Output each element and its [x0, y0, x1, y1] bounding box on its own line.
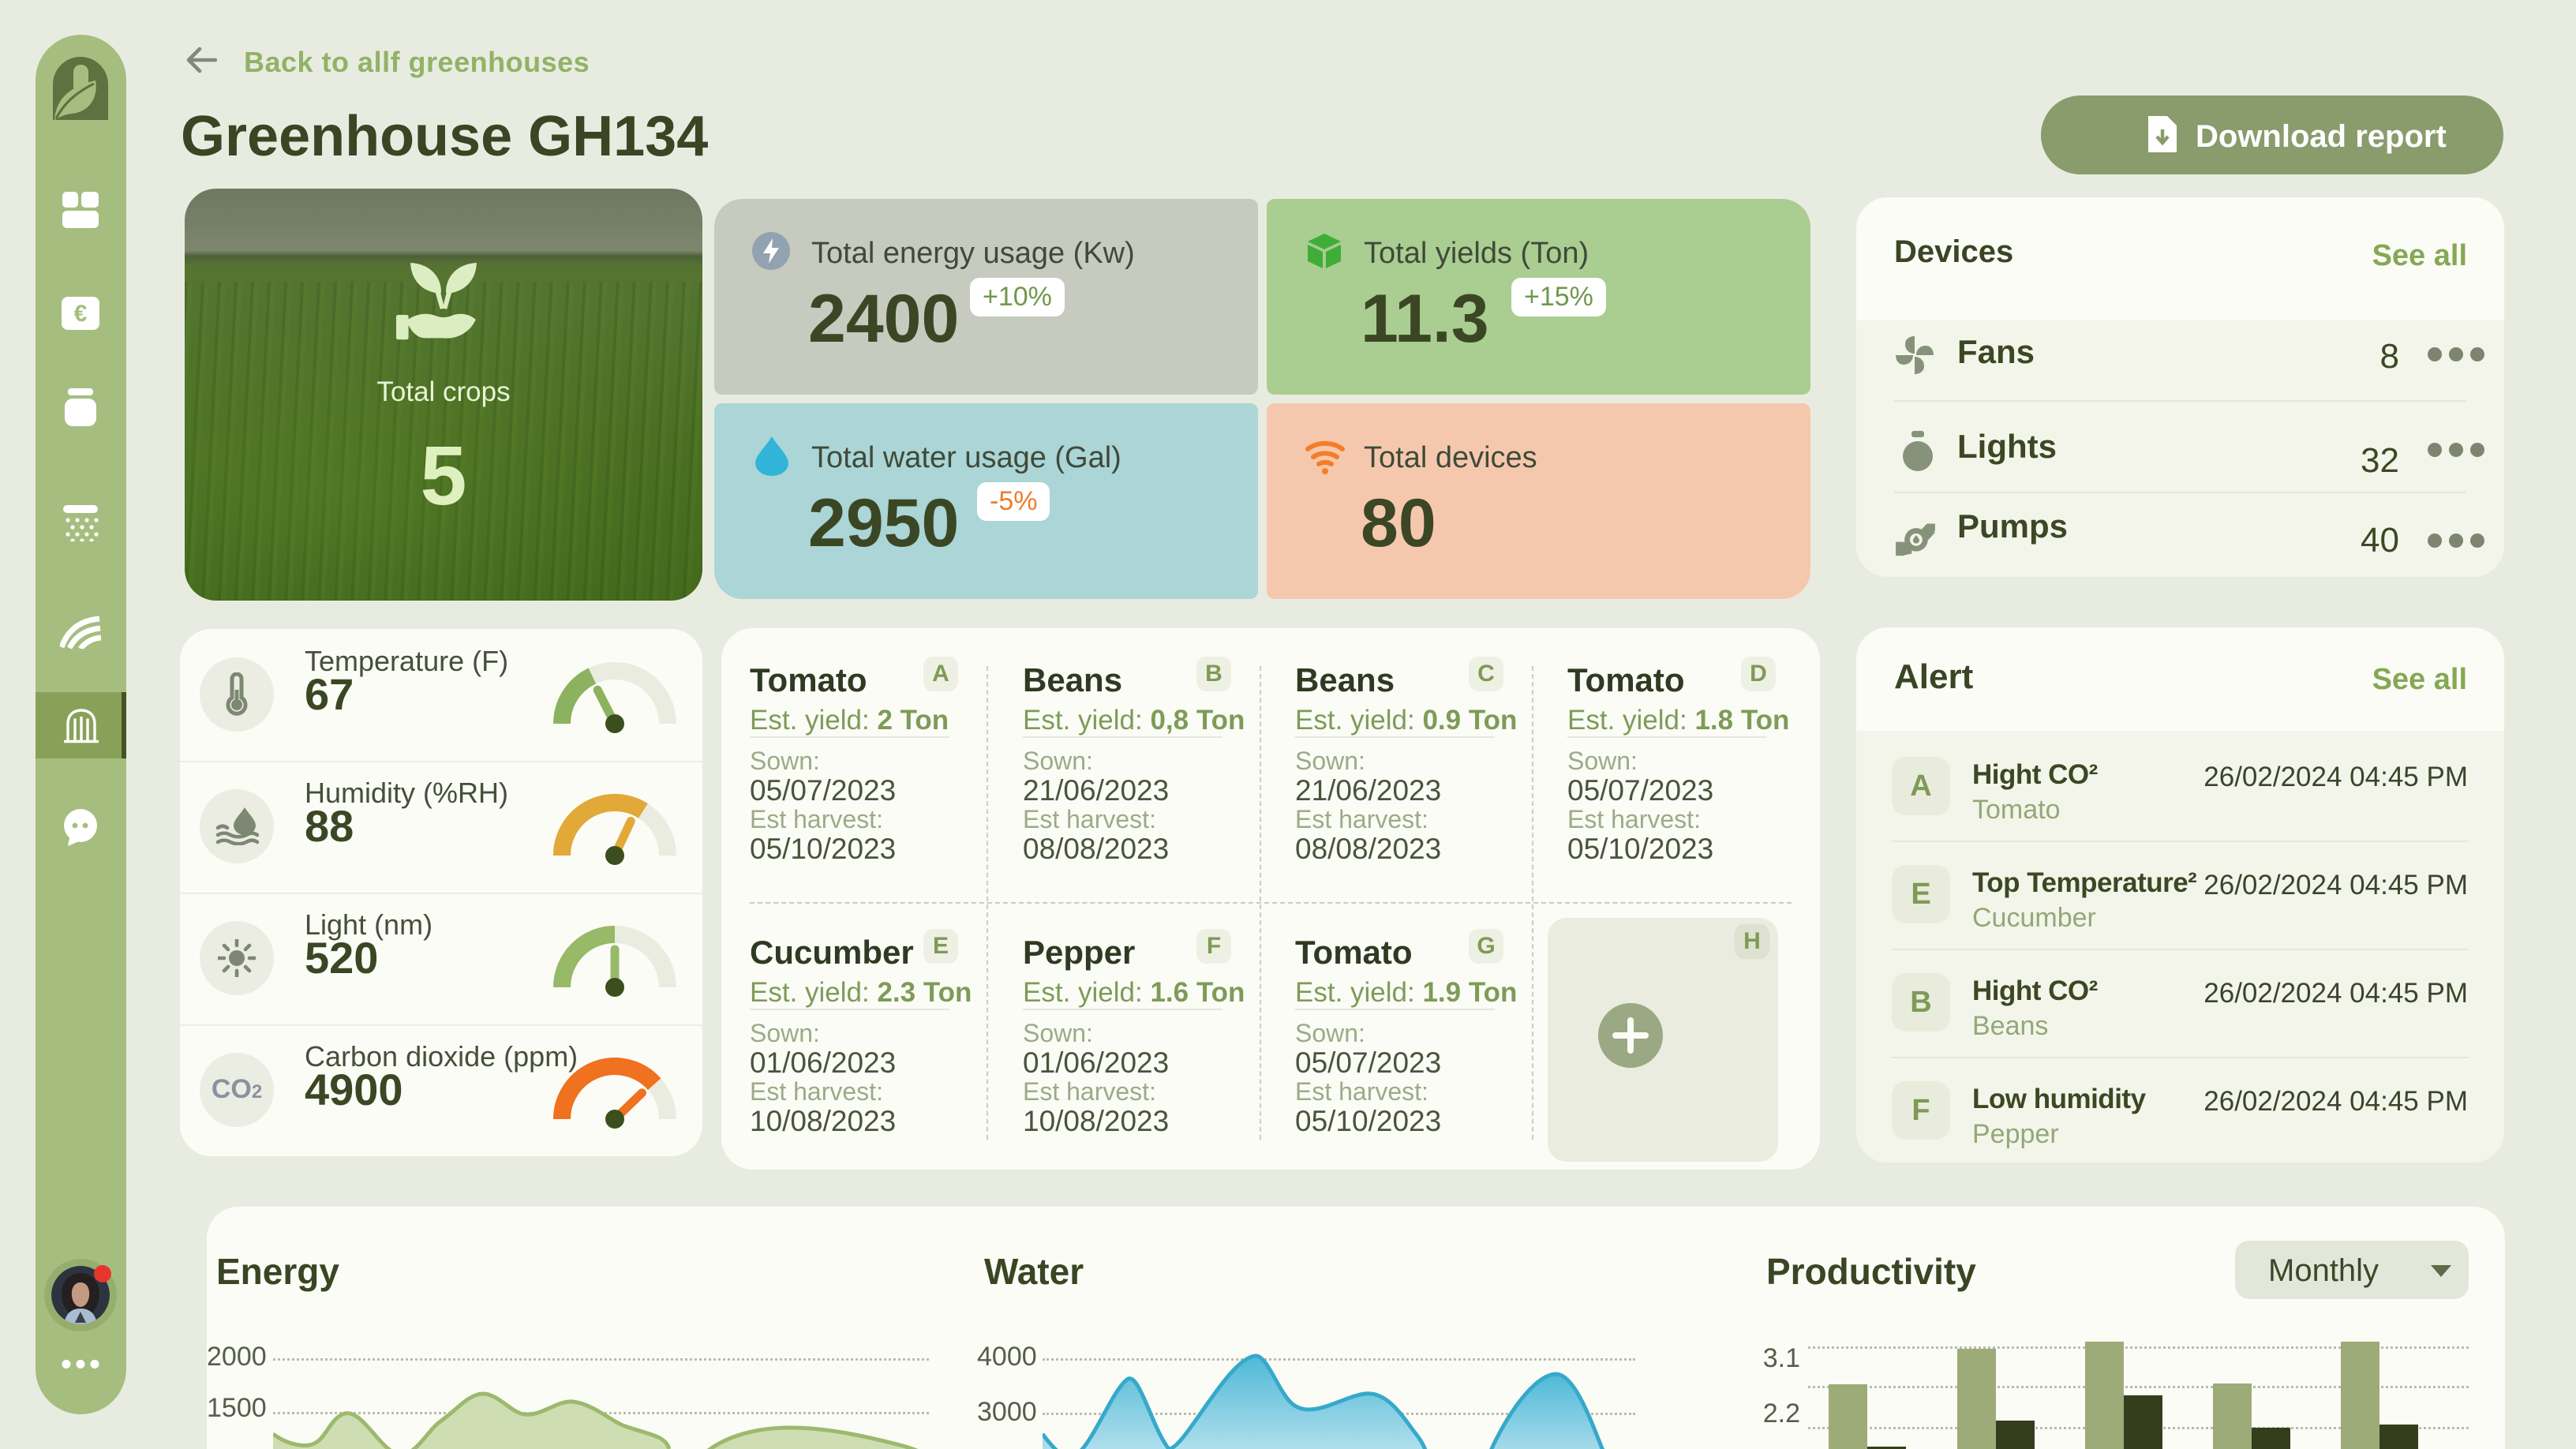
svg-text:€: € [74, 301, 88, 327]
